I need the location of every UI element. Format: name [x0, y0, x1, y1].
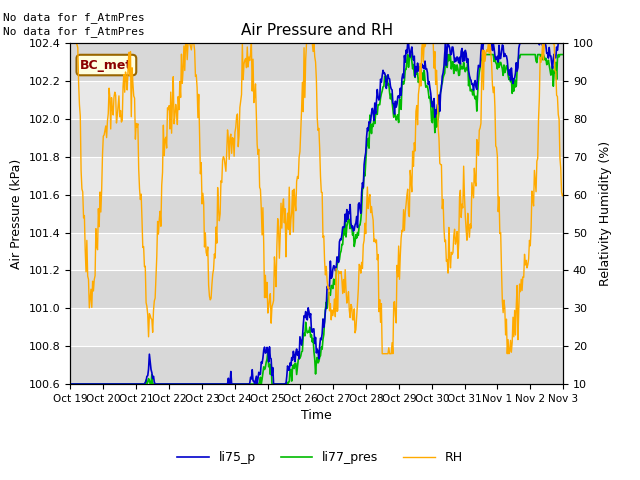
- RH: [396, 252, 404, 258]
- RH: [357, 270, 365, 276]
- li77_pres: [396, 96, 403, 102]
- li77_pres: [357, 216, 365, 222]
- li77_pres: [442, 52, 449, 58]
- li75_p: [438, 73, 446, 79]
- Bar: [70, 346, 563, 384]
- Bar: [70, 43, 563, 81]
- Bar: [70, 157, 563, 195]
- Line: RH: RH: [70, 43, 563, 354]
- Title: Air Pressure and RH: Air Pressure and RH: [241, 23, 393, 38]
- RH: [67, 40, 74, 46]
- Text: BC_met: BC_met: [80, 59, 132, 72]
- Bar: [70, 81, 563, 119]
- Line: li75_p: li75_p: [70, 43, 563, 384]
- li77_pres: [559, 52, 567, 58]
- Bar: [70, 232, 563, 270]
- Bar: [70, 195, 563, 232]
- RH: [193, 85, 201, 91]
- Bar: [70, 308, 563, 346]
- li75_p: [193, 381, 201, 387]
- li77_pres: [289, 362, 297, 368]
- RH: [289, 229, 297, 235]
- li75_p: [396, 95, 403, 101]
- li75_p: [357, 210, 365, 216]
- li75_p: [289, 348, 297, 354]
- Y-axis label: Air Pressure (kPa): Air Pressure (kPa): [10, 158, 23, 269]
- Bar: [70, 270, 563, 308]
- li77_pres: [193, 381, 201, 387]
- RH: [559, 191, 567, 197]
- Text: No data for f_AtmPres: No data for f_AtmPres: [3, 26, 145, 37]
- li77_pres: [438, 82, 445, 88]
- li77_pres: [154, 381, 161, 387]
- RH: [378, 351, 386, 357]
- li77_pres: [67, 381, 74, 387]
- li75_p: [404, 40, 412, 46]
- li75_p: [154, 381, 161, 387]
- Line: li77_pres: li77_pres: [70, 55, 563, 384]
- Bar: [70, 119, 563, 157]
- li75_p: [559, 40, 567, 46]
- Text: No data for f_AtmPres: No data for f_AtmPres: [3, 12, 145, 23]
- Y-axis label: Relativity Humidity (%): Relativity Humidity (%): [600, 141, 612, 286]
- Legend: li75_p, li77_pres, RH: li75_p, li77_pres, RH: [172, 446, 468, 469]
- RH: [154, 218, 161, 224]
- RH: [438, 206, 446, 212]
- X-axis label: Time: Time: [301, 409, 332, 422]
- li75_p: [67, 381, 74, 387]
